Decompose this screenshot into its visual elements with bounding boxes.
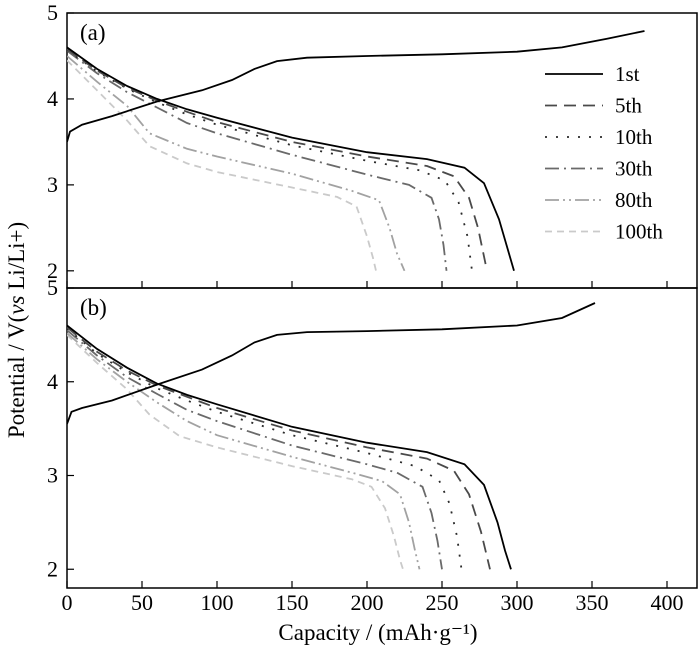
legend-label: 100th (615, 220, 663, 244)
panel-label: (b) (80, 295, 107, 320)
legend-item: 5th (545, 94, 642, 118)
x-tick-label: 350 (576, 590, 609, 615)
charge-curve-1st (67, 30, 645, 143)
legend-item: 30th (545, 157, 653, 181)
x-tick-label: 100 (201, 590, 234, 615)
x-tick-label: 300 (501, 590, 534, 615)
y-axis-title: Potential / V(vs Li/Li+) (4, 222, 29, 438)
discharge-curve-30th (67, 50, 448, 271)
y-tick-label: 2 (47, 258, 58, 283)
plot-frame (66, 287, 698, 589)
discharge-curve-100th (67, 334, 404, 570)
discharge-curve-1st (67, 324, 512, 570)
legend-label: 30th (615, 157, 653, 181)
x-tick-label: 50 (131, 590, 153, 615)
plot-frame (66, 12, 698, 289)
y-tick-label: 5 (47, 0, 58, 25)
discharge-curve-5th (67, 48, 488, 271)
panel-a: 2 3 4 5 (a) 1st 5th 10th 30th 80th 100th (47, 0, 698, 289)
panel-label: (a) (80, 20, 106, 45)
legend-label: 80th (615, 188, 653, 212)
y-axis-title-vs: vs (4, 295, 29, 314)
legend-item: 10th (545, 125, 653, 149)
legend-label: 1st (615, 62, 640, 86)
x-tick-label: 400 (651, 590, 684, 615)
y-tick-label: 5 (47, 275, 58, 300)
y-axis-title-prefix: Potential / V( (4, 315, 29, 439)
discharge-curve-100th (67, 59, 377, 272)
discharge-curve-10th (67, 49, 473, 271)
y-tick-label: 3 (47, 463, 58, 488)
x-tick-label: 150 (276, 590, 309, 615)
discharge-curve-1st (67, 46, 515, 272)
y-tick-label: 4 (47, 369, 58, 394)
x-tick-label: 200 (351, 590, 384, 615)
charge-curve-1st (67, 302, 596, 425)
y-axis-title-suffix: Li/Li+) (4, 222, 29, 296)
discharge-curve-30th (67, 329, 443, 570)
y-tick-label: 4 (47, 86, 58, 111)
plot-area (67, 302, 596, 570)
legend-item: 100th (545, 220, 663, 244)
x-tick-label: 250 (426, 590, 459, 615)
y-tick-label: 3 (47, 172, 58, 197)
x-axis-title: Capacity / (mAh·g⁻¹) (278, 620, 477, 645)
x-tick-label: 0 (62, 590, 73, 615)
legend-item: 80th (545, 188, 653, 212)
discharge-curve-80th (67, 55, 406, 272)
legend-label: 5th (615, 94, 642, 118)
plot-area (67, 30, 645, 272)
y-tick-label: 2 (47, 556, 58, 581)
legend-item: 1st (545, 62, 640, 86)
discharge-curve-5th (67, 326, 491, 570)
legend-label: 10th (615, 125, 653, 149)
legend: 1st 5th 10th 30th 80th 100th (545, 62, 663, 244)
